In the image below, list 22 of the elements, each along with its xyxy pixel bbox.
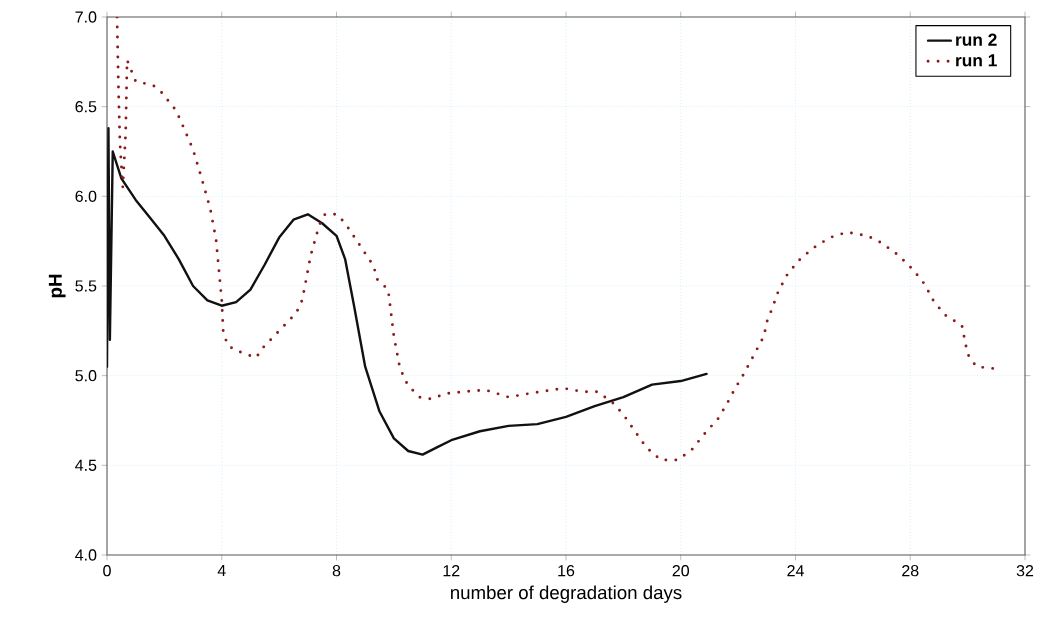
legend-label: run 2 (956, 33, 997, 46)
legend-label: run 1 (956, 54, 997, 67)
x-tick-label: 8 (332, 565, 341, 577)
y-tick-label: 6.5 (75, 101, 97, 113)
x-tick-label: 0 (103, 565, 111, 577)
line-series (115, 17, 995, 462)
x-tick-label: 24 (787, 565, 804, 577)
x-tick-label: 12 (443, 565, 460, 577)
x-tick-label: 4 (217, 565, 226, 577)
y-tick-label: 6.0 (75, 190, 97, 202)
x-axis-title: number of degradation days (451, 585, 682, 603)
x-tick-label: 32 (1016, 565, 1034, 577)
line-series (107, 126, 708, 456)
y-tick-label: 5.0 (75, 370, 97, 382)
x-tick-label: 20 (672, 565, 690, 577)
y-tick-label: 5.5 (75, 280, 97, 292)
y-tick-label: 4.5 (75, 459, 97, 471)
y-tick-label: 7.0 (75, 11, 97, 23)
y-tick-label: 4.0 (75, 549, 97, 561)
y-axis-title: pH (48, 274, 66, 298)
x-tick-label: 16 (558, 565, 575, 577)
x-tick-label: 28 (902, 565, 919, 577)
